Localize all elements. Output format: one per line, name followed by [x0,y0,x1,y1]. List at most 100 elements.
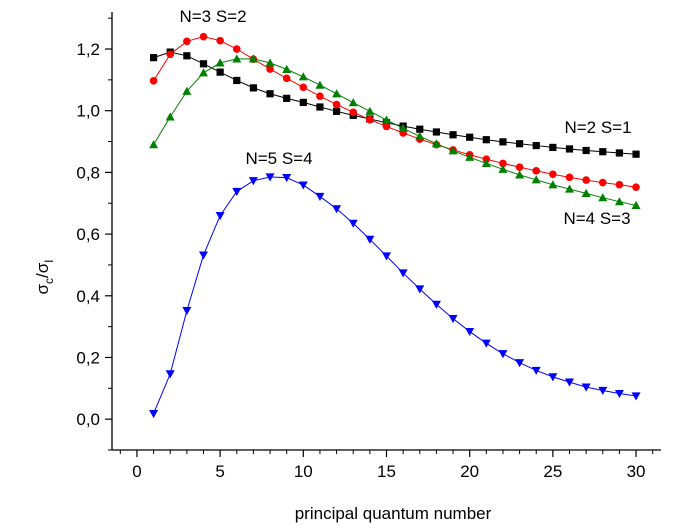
data-point [614,197,624,206]
data-point [599,148,607,156]
series-label: N=4 S=3 [563,209,630,228]
data-point [365,106,375,115]
data-point [182,306,192,316]
data-point [415,285,425,294]
data-point [481,158,491,168]
data-point [332,205,342,214]
data-point [349,108,358,117]
data-point [548,180,558,189]
x-axis-title: principal quantum number [295,504,492,523]
data-point [631,392,641,401]
data-point [365,235,375,244]
data-point [565,184,574,193]
data-point [232,187,242,197]
series-label: N=3 S=2 [179,7,246,26]
data-point [515,163,524,171]
data-point [248,177,258,186]
data-point [332,100,341,109]
data-point [481,339,491,348]
data-point [199,251,208,260]
data-point [215,211,225,221]
data-point [549,143,557,152]
data-point [348,98,358,107]
data-point [332,89,342,98]
data-point [199,60,208,68]
data-point [448,146,458,155]
y-tick-label: 0,2 [76,348,100,367]
data-point [614,389,624,399]
data-point [465,327,475,337]
data-point [532,167,541,175]
data-point [548,373,558,382]
data-point [431,300,441,309]
data-point [298,181,308,190]
data-point [298,72,308,81]
y-axis-title-sub2: I [42,259,56,262]
data-point [165,112,175,121]
data-point [282,74,291,83]
series-label: N=5 S=4 [245,149,312,168]
data-point [515,140,524,148]
series-line [153,36,637,188]
data-point [316,103,324,111]
data-point [266,65,274,73]
data-point [466,133,474,141]
data-point [432,128,441,136]
data-point [315,80,325,89]
svg-text:σc/σI: σc/σI [33,259,56,294]
data-point [149,54,158,62]
x-tick-label: 30 [627,462,646,481]
data-point [232,54,242,63]
data-point [482,136,490,144]
x-tick-label: 0 [132,462,141,481]
data-point [448,315,458,324]
data-point [199,32,208,41]
data-point [265,58,275,67]
series-labels: N=2 S=1 N=3 S=2 N=4 S=3 N=5 S=4 [179,7,631,228]
data-point [382,122,391,131]
data-point [499,138,507,146]
data-point [416,125,424,133]
data-point [316,92,324,101]
data-point [149,140,159,149]
data-point [215,58,225,67]
data-point [299,83,308,92]
data-point [382,252,391,261]
y-tick-label: 0,0 [76,410,100,429]
series-line [153,51,637,155]
data-point [348,219,358,228]
data-point [398,269,408,278]
data-point [498,350,508,359]
data-point [249,84,258,92]
data-point [499,159,507,168]
data-point [282,64,292,73]
data-point [431,139,441,148]
series-n-5-s-4 [149,173,641,419]
data-point [166,50,175,59]
data-point [581,188,591,197]
data-point [565,145,574,153]
data-point [598,193,608,202]
data-point [581,383,591,392]
data-point [582,146,590,155]
y-tick-label: 0,6 [76,225,100,244]
series-line [153,176,637,414]
y-axis-title-slash: /σ [33,262,52,278]
data-point [598,386,608,395]
data-point [498,164,508,173]
data-point [398,123,408,132]
data-point [565,173,574,182]
data-point [183,37,191,46]
data-point [549,170,557,179]
y-tick-label: 1,0 [76,102,100,121]
data-point [216,68,224,76]
data-point [183,52,191,60]
data-point [232,45,241,53]
data-point [283,94,291,102]
data-point [531,175,541,184]
series-layer [149,32,641,419]
data-point [149,410,159,419]
y-tick-label: 0,8 [76,163,100,182]
x-tick-label: 25 [543,462,562,481]
